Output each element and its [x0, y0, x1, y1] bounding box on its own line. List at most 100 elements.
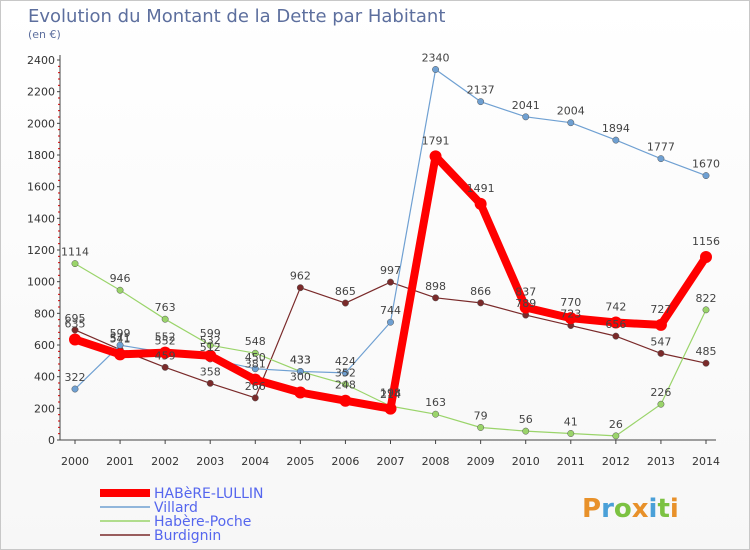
proxiti-logo: Proxiti — [582, 494, 679, 524]
data-label: 723 — [560, 308, 581, 321]
data-point — [206, 341, 214, 349]
data-label: 763 — [155, 301, 176, 314]
data-point — [339, 394, 352, 407]
data-point — [519, 301, 532, 314]
data-label: 79 — [474, 409, 488, 422]
data-point — [161, 315, 169, 323]
data-label: 512 — [200, 341, 221, 354]
data-label: 1777 — [647, 141, 675, 154]
data-label: 26 — [609, 418, 623, 431]
y-tick-label: 2400 — [27, 54, 55, 67]
data-point — [432, 410, 440, 418]
data-label: 599 — [110, 327, 131, 340]
data-point — [251, 365, 259, 373]
logo-letter: i — [649, 494, 658, 524]
legend-label-2: Habère-Poche — [154, 514, 251, 530]
data-label: 789 — [515, 297, 536, 310]
data-point — [612, 332, 620, 340]
data-label: 1670 — [692, 158, 720, 171]
data-point — [657, 349, 665, 357]
data-label: 322 — [65, 371, 86, 384]
axes: 0 200 400 600 800 1000 1200 1400 1600 1800 2000 220… — [27, 54, 720, 468]
data-point — [69, 333, 81, 346]
x-tick-label: 2001 — [106, 455, 134, 468]
data-point — [296, 284, 304, 292]
data-point — [564, 312, 577, 325]
data-point — [702, 359, 710, 367]
data-label: 571 — [110, 332, 131, 345]
unit-label: (en €) — [28, 28, 61, 41]
data-label: 532 — [200, 334, 221, 347]
data-point — [251, 394, 259, 402]
data-label: 1114 — [61, 246, 89, 259]
data-label: 433 — [290, 353, 311, 366]
data-point — [116, 286, 124, 294]
data-point — [567, 430, 575, 437]
logo-letter: x — [632, 494, 649, 524]
data-point — [387, 318, 394, 326]
logo-letter: o — [614, 494, 632, 524]
legend-label-1: Villard — [154, 500, 198, 516]
data-point — [654, 318, 667, 331]
y-tick-label: 200 — [34, 402, 55, 415]
x-tick-label: 2012 — [602, 455, 630, 468]
data-label: 656 — [605, 318, 626, 331]
y-tick-label: 400 — [34, 371, 55, 384]
x-tick-label: 2007 — [377, 455, 405, 468]
data-label: 2137 — [467, 84, 495, 97]
data-label: 1791 — [422, 134, 450, 147]
data-label: 865 — [335, 285, 356, 298]
data-label: 485 — [696, 345, 717, 358]
y-tick-label: 2000 — [27, 117, 55, 130]
x-tick-label: 2005 — [286, 455, 314, 468]
data-labels: 695 571 459 358 266 962 865 997 898 866 789 723 656 5… — [61, 52, 720, 431]
data-label: 547 — [650, 335, 671, 348]
x-tick-label: 2013 — [647, 455, 675, 468]
x-tick-label: 2004 — [241, 455, 269, 468]
data-point — [341, 299, 349, 307]
chart-title: Evolution du Montant de la Dette par Hab… — [28, 6, 446, 27]
data-label: 214 — [380, 388, 401, 401]
data-point — [429, 150, 442, 163]
data-point — [522, 427, 530, 435]
data-point — [612, 136, 620, 144]
data-point — [161, 363, 169, 371]
data-label: 552 — [155, 335, 176, 348]
data-point — [700, 250, 712, 263]
data-point — [477, 98, 485, 106]
data-label: 56 — [519, 413, 533, 426]
data-label: 837 — [515, 285, 536, 298]
data-label: 163 — [425, 396, 446, 409]
data-point — [114, 348, 127, 361]
data-label: 898 — [425, 280, 446, 293]
data-point — [249, 373, 262, 386]
y-tick-label: 1400 — [27, 212, 55, 225]
data-label: 727 — [650, 303, 671, 316]
data-label: 2340 — [422, 52, 450, 65]
data-label: 381 — [245, 358, 266, 371]
data-label: 352 — [335, 366, 356, 379]
y-tick-label: 600 — [34, 339, 55, 352]
x-tick-label: 2000 — [61, 455, 89, 468]
x-tick-label: 2010 — [512, 455, 540, 468]
y-tick-label: 1000 — [27, 276, 55, 289]
data-point — [432, 294, 440, 302]
data-label: 300 — [290, 371, 311, 384]
data-point — [71, 385, 79, 393]
data-label: 599 — [200, 327, 221, 340]
data-label: 226 — [650, 386, 671, 399]
y-tick-label: 800 — [34, 307, 55, 320]
data-label: 770 — [560, 296, 581, 309]
data-point — [341, 369, 349, 377]
data-label: 358 — [200, 365, 221, 378]
logo-letter: P — [582, 494, 601, 524]
data-point — [387, 278, 394, 286]
legend-label-3: Burdignin — [154, 528, 221, 544]
data-point — [609, 316, 622, 329]
data-point — [477, 299, 485, 307]
data-point — [204, 349, 217, 362]
data-label: 946 — [110, 272, 131, 285]
data-label: 1894 — [602, 122, 630, 135]
